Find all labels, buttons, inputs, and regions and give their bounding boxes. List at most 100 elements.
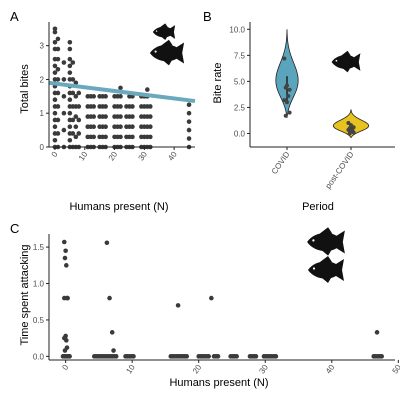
data-point	[55, 104, 61, 109]
data-point	[91, 104, 96, 109]
data-point	[148, 114, 153, 119]
data-point	[287, 87, 292, 92]
data-point	[145, 87, 150, 92]
x-tick-label: 20	[107, 150, 120, 163]
y-tick-label: 0.5	[33, 316, 45, 325]
data-point	[103, 104, 108, 109]
x-ticks-b: COVID post-COVID	[270, 147, 356, 190]
data-point	[61, 110, 67, 116]
x-tick-label: 30	[257, 363, 270, 376]
data-point	[91, 124, 96, 130]
data-point	[70, 60, 76, 65]
data-point	[67, 124, 73, 130]
data-point	[131, 354, 136, 359]
scatter-points-a	[52, 26, 192, 150]
data-point	[65, 295, 70, 301]
y-axis-label-b: Bite rate	[212, 63, 224, 104]
fish-icon	[149, 39, 185, 66]
x-ticks-a: 0 10 20 30 40	[50, 147, 179, 162]
data-point	[67, 97, 73, 103]
data-point	[55, 90, 61, 96]
data-point	[52, 110, 58, 116]
x-axis-label-b: Period	[302, 201, 334, 213]
data-point	[73, 114, 79, 119]
chart-panel-c: 0 10 20 30 40 50 0.0 0.5 1.0 1.5 Humans present …	[19, 227, 400, 389]
y-tick-label: 5.0	[234, 77, 246, 86]
data-point	[70, 77, 76, 82]
data-point	[103, 134, 108, 140]
data-point	[64, 338, 69, 343]
data-point	[282, 56, 287, 61]
data-point	[118, 94, 123, 99]
x-axis-label-c: Humans present (N)	[169, 377, 268, 389]
y-tick-label: 0.0	[234, 129, 246, 138]
data-point	[62, 239, 67, 245]
data-point	[347, 131, 352, 136]
data-point	[148, 104, 153, 109]
panel-label-c: C	[10, 221, 19, 236]
y-ticks-c: 0.0 0.5 1.0 1.5	[33, 243, 49, 361]
x-tick-label: 10	[77, 150, 90, 163]
violin-shape	[275, 29, 299, 118]
data-point	[103, 124, 108, 130]
panel-label-b: B	[203, 9, 212, 24]
data-point	[184, 354, 190, 359]
data-point	[113, 354, 119, 359]
data-point	[52, 70, 58, 75]
x-tick-label: 0	[60, 363, 70, 372]
data-point	[351, 130, 356, 135]
chart-panel-b: COVID post-COVID 0.02.55.07.510.0 Period …	[212, 22, 395, 213]
axes-c	[48, 234, 395, 361]
data-point	[67, 354, 72, 359]
x-tick-label: 40	[166, 150, 179, 163]
data-point	[253, 354, 259, 359]
data-point	[118, 104, 123, 109]
y-tick-label: 0	[40, 143, 45, 152]
data-point	[118, 114, 123, 119]
data-point	[52, 124, 58, 130]
x-tick-label: 40	[324, 363, 337, 376]
data-point	[130, 124, 135, 130]
fish-icon	[331, 50, 361, 73]
data-point	[76, 104, 82, 109]
trend-line	[48, 80, 196, 104]
fish-icon	[152, 23, 176, 41]
data-point	[55, 66, 61, 72]
data-point	[55, 46, 61, 52]
data-point	[234, 354, 239, 359]
data-point	[130, 104, 135, 109]
data-point	[285, 100, 289, 105]
data-point	[186, 136, 192, 141]
y-tick-label: 1.0	[33, 280, 45, 289]
data-point	[148, 124, 153, 130]
data-point	[206, 354, 211, 359]
x-tick-label: 50	[390, 363, 400, 376]
data-point	[61, 60, 67, 65]
data-point	[52, 29, 58, 35]
data-point	[67, 63, 73, 69]
data-point	[91, 114, 96, 119]
data-point	[61, 94, 67, 99]
data-point	[148, 134, 153, 140]
data-point	[52, 137, 58, 143]
data-point	[67, 39, 73, 45]
data-point	[103, 94, 108, 99]
data-point	[91, 94, 96, 99]
data-point	[61, 127, 67, 133]
data-point	[55, 36, 61, 42]
x-tick-label: COVID	[270, 150, 292, 176]
data-point	[111, 348, 116, 353]
x-tick-label: 20	[191, 363, 204, 376]
data-point	[130, 134, 135, 140]
data-point	[76, 90, 82, 96]
y-axis-label-a: Total bites	[19, 64, 31, 114]
panel-label-a: A	[10, 9, 19, 24]
data-point	[186, 127, 192, 133]
data-point	[67, 110, 73, 116]
data-point	[379, 354, 384, 359]
data-point	[118, 124, 123, 130]
data-point	[186, 119, 192, 124]
data-point	[73, 124, 79, 130]
data-point	[70, 90, 76, 96]
y-tick-label: 1	[40, 109, 45, 118]
